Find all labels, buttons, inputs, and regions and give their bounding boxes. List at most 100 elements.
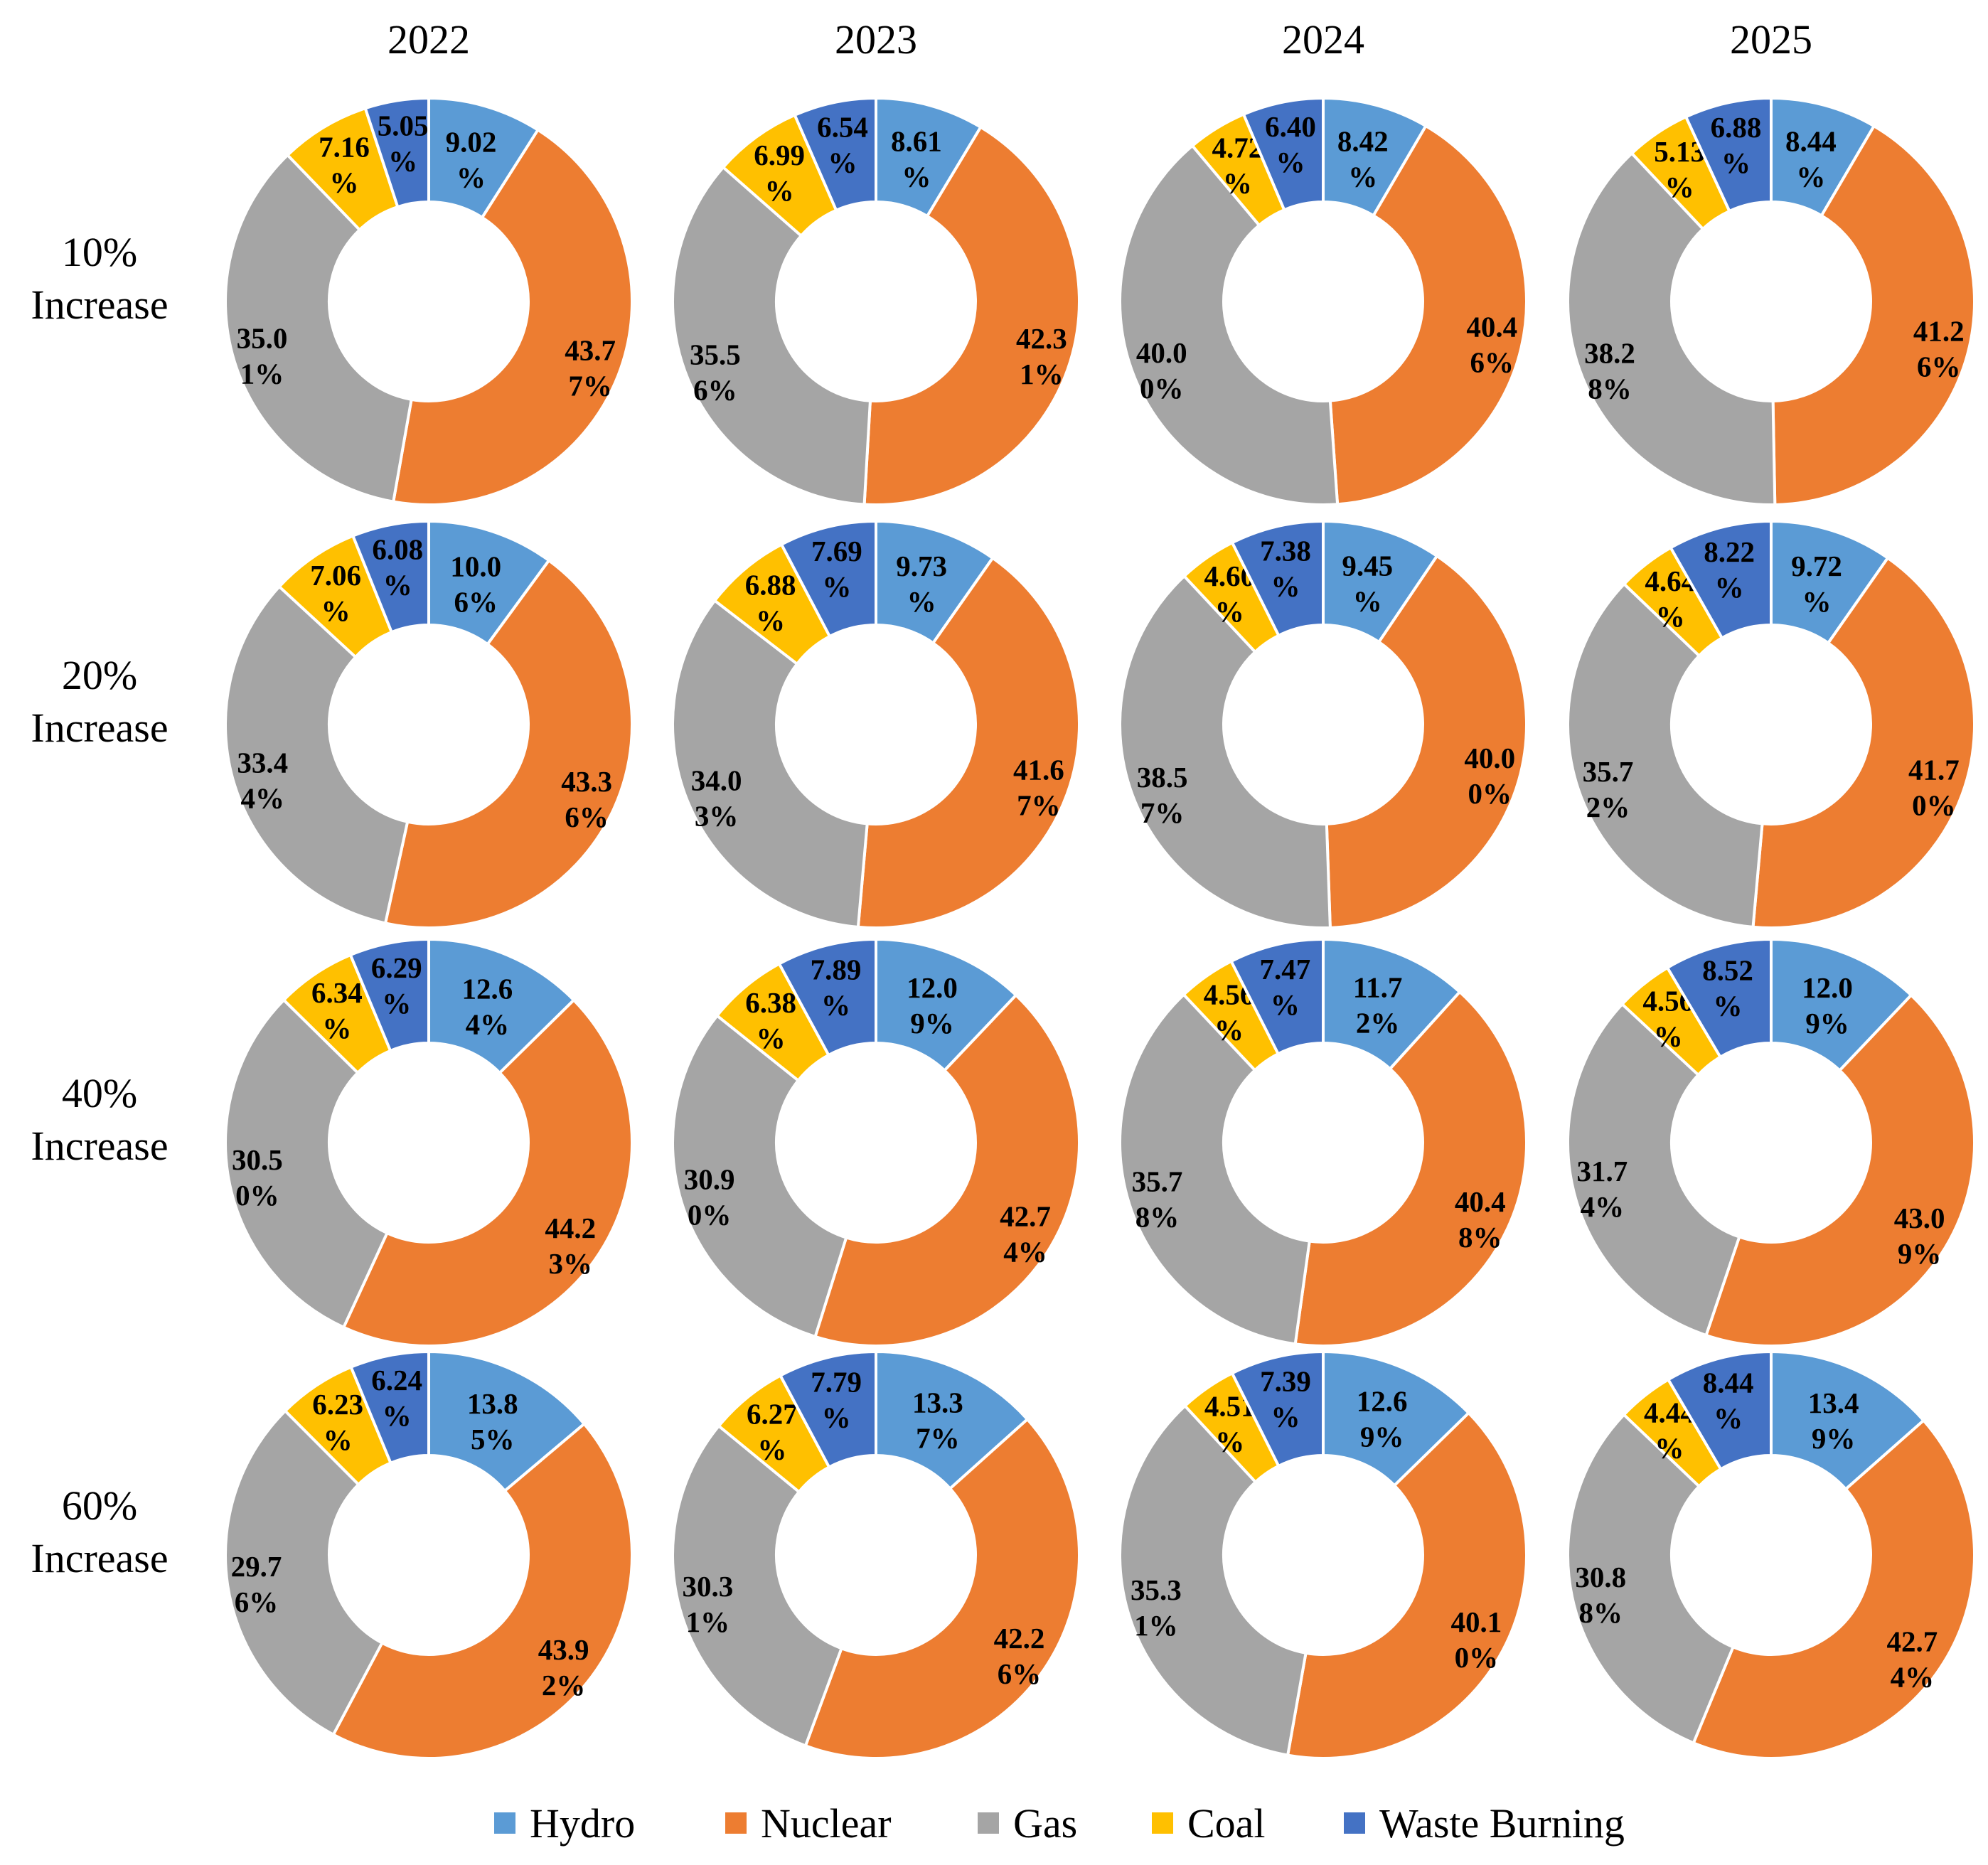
slice-label-gas: 31.7 4% <box>1577 1155 1628 1223</box>
slice-label-line: 9% <box>1805 1007 1849 1040</box>
slice-label-line: 9% <box>910 1007 954 1040</box>
legend-swatch-coal <box>1152 1812 1173 1834</box>
slice-label-line: 7.47 <box>1260 953 1311 985</box>
slice-gas <box>671 1013 848 1339</box>
slice-label-line: 41.6 <box>1013 753 1064 786</box>
slice-label-line: 4% <box>1003 1236 1047 1268</box>
slice-label-line: 12.6 <box>1357 1385 1408 1418</box>
slice-label-line: 13.3 <box>912 1386 963 1419</box>
slice-waste-burning <box>779 519 877 638</box>
slice-label-line: 1% <box>1134 1609 1178 1642</box>
slice-label-line: % <box>1276 146 1305 178</box>
slice-label-gas: 35.3 1% <box>1131 1573 1182 1642</box>
legend-item-hydro: Hydro <box>494 1800 635 1847</box>
slice-label-line: % <box>1654 1020 1683 1053</box>
donut-10-increase-2025: 8.44 % 41.2 6% 38.2 8% 5.13 %6.88% <box>1566 96 1976 506</box>
slice-label-line: 6% <box>235 1586 279 1618</box>
slice-label-line: 6.88 <box>745 569 796 602</box>
slice-label-line: 5.05 <box>378 109 429 141</box>
slice-waste-burning <box>363 96 430 209</box>
slice-label-waste-burning: 7.38% <box>1260 535 1311 603</box>
slice-label-line: 42.7 <box>1000 1200 1051 1233</box>
slice-label-coal: 4.64% <box>1645 565 1696 633</box>
column-header-2024: 2024 <box>1282 16 1364 63</box>
slice-label-line: 43.3 <box>561 765 612 798</box>
slice-label-coal: 4.60% <box>1204 560 1255 628</box>
slice-label-line: 9.02 <box>446 125 497 158</box>
slice-label-line: 0% <box>1912 789 1956 822</box>
slice-waste-burning <box>1241 96 1325 212</box>
slice-label-line: 35.0 <box>237 322 288 355</box>
slice-label-line: 12.6 <box>462 973 513 1005</box>
slice-label-line: 43.7 <box>565 333 616 366</box>
slice-label-line: 7.39 <box>1260 1365 1311 1398</box>
slice-label-line: 1% <box>686 1605 730 1638</box>
slice-label-nuclear: 41.2 6% <box>1913 315 1965 383</box>
slice-label-line: 30.3 <box>683 1570 734 1603</box>
legend-label-waste-burning: Waste Burning <box>1379 1800 1625 1847</box>
slice-label-line: 31.7 <box>1577 1155 1628 1187</box>
slice-label-coal: 6.38% <box>745 986 796 1054</box>
slice-waste-burning <box>1666 1350 1773 1471</box>
slice-label-nuclear: 40.4 8% <box>1455 1185 1506 1254</box>
slice-label-line: 38.5 <box>1137 761 1188 793</box>
slice-waste-burning <box>1229 937 1325 1056</box>
slice-label-gas: 38.2 8% <box>1584 336 1635 405</box>
legend-item-waste-burning: Waste Burning <box>1344 1800 1625 1847</box>
row-header-line: Increase <box>31 705 168 751</box>
slice-label-coal: 4.56% <box>1642 985 1694 1053</box>
slice-label-line: 6% <box>998 1657 1042 1690</box>
slice-label-line: % <box>765 174 794 207</box>
slice-label-gas: 33.4 4% <box>237 747 288 815</box>
slice-hydro <box>1322 1350 1471 1488</box>
slice-waste-burning <box>1665 937 1773 1059</box>
slice-gas <box>1118 1404 1308 1757</box>
slice-label-line: 34.0 <box>691 764 742 797</box>
slice-label-line: % <box>321 594 351 627</box>
slice-label-line: 41.7 <box>1908 754 1960 786</box>
slice-label-line: % <box>1271 1401 1300 1433</box>
slice-nuclear <box>1751 555 1976 929</box>
slice-label-line: 6.40 <box>1265 110 1316 143</box>
slice-label-waste-burning: 6.24% <box>371 1364 422 1432</box>
slice-label-line: 9.73 <box>896 550 947 582</box>
slice-label-line: 3% <box>695 800 739 833</box>
slice-label-line: % <box>1271 570 1300 603</box>
slice-label-waste-burning: 7.89% <box>811 953 862 1022</box>
slice-label-line: 40.4 <box>1455 1185 1506 1218</box>
row-header-2: 40% Increase <box>31 1070 168 1169</box>
slice-hydro <box>875 937 1018 1073</box>
slice-label-nuclear: 41.6 7% <box>1013 753 1064 821</box>
legend-swatch-hydro <box>494 1812 515 1834</box>
slice-gas <box>224 998 390 1330</box>
slice-nuclear <box>813 993 1081 1347</box>
slice-label-line: 6.88 <box>1711 111 1762 144</box>
slice-label-nuclear: 40.1 0% <box>1451 1605 1502 1674</box>
row-header-line: 60% <box>62 1482 137 1529</box>
slice-label-waste-burning: 8.44% <box>1703 1367 1754 1435</box>
donut-60-increase-2025: 13.4 9%42.7 4%30.8 8%4.44 %8.44% <box>1566 1350 1976 1760</box>
slice-nuclear <box>1293 990 1528 1347</box>
slice-label-line: 6% <box>565 801 609 833</box>
slice-label-hydro: 8.61% <box>891 125 942 193</box>
slice-label-line: 43.0 <box>1894 1202 1945 1234</box>
donut-60-increase-2022: 13.8 5%43.9 2%29.7 6%6.23 %6.24% <box>224 1350 634 1760</box>
slice-label-line: 40.1 <box>1451 1605 1502 1638</box>
slice-label-line: % <box>1656 600 1685 633</box>
slice-label-line: 7.38 <box>1260 535 1311 567</box>
slice-label-line: 7% <box>568 369 612 402</box>
legend-swatch-waste-burning <box>1344 1812 1365 1834</box>
slice-label-line: 42.3 <box>1016 322 1067 355</box>
slice-label-waste-burning: 7.47% <box>1260 953 1311 1021</box>
slice-label-line: % <box>822 570 851 603</box>
slice-label-nuclear: 43.0 9% <box>1894 1202 1945 1270</box>
slice-label-hydro: 12.0 9% <box>1802 971 1853 1040</box>
slice-label-line: % <box>383 569 412 602</box>
slice-label-line: 40.0 <box>1136 336 1187 369</box>
slice-label-line: 12.0 <box>907 971 958 1004</box>
slice-label-line: 8.22 <box>1704 535 1755 568</box>
slice-waste-burning <box>777 937 877 1057</box>
slice-label-nuclear: 41.7 0% <box>1908 754 1960 822</box>
slice-label-nuclear: 43.9 2% <box>538 1633 589 1701</box>
